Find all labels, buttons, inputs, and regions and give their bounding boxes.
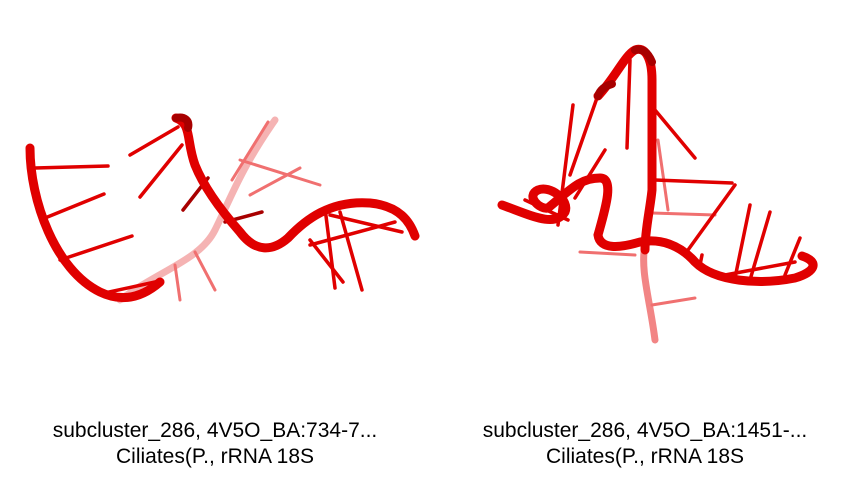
caption-subtitle: Ciliates(P., rRNA 18S bbox=[545, 445, 745, 468]
rna-structure-image-right bbox=[497, 44, 818, 344]
structure-caption-left: subcluster_286, 4V5O_BA:734-7... Ciliate… bbox=[0, 418, 430, 470]
caption-subtitle: Ciliates(P., rRNA 18S bbox=[115, 445, 315, 468]
structure-caption-right: subcluster_286, 4V5O_BA:1451-... Ciliate… bbox=[430, 418, 860, 470]
structure-panel-right: subcluster_286, 4V5O_BA:1451-... Ciliate… bbox=[430, 0, 860, 480]
rna-structure-image-left bbox=[25, 113, 420, 304]
structure-panel-left: subcluster_286, 4V5O_BA:734-7... Ciliate… bbox=[0, 113, 430, 470]
caption-title: subcluster_286, 4V5O_BA:734-7... bbox=[52, 419, 378, 442]
caption-title: subcluster_286, 4V5O_BA:1451-... bbox=[482, 419, 808, 442]
